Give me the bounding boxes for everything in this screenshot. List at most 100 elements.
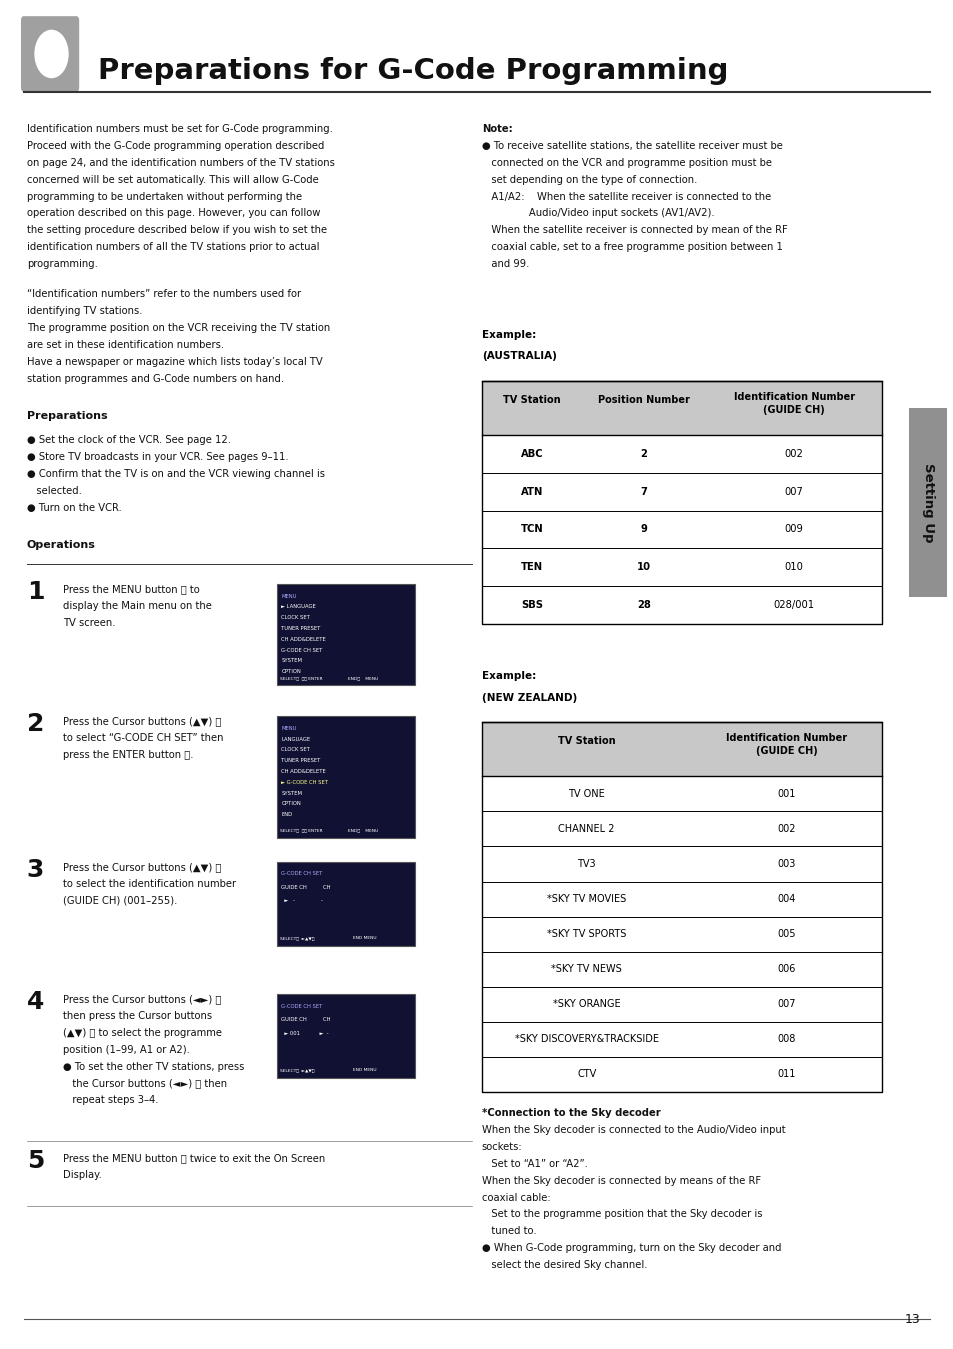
Text: When the Sky decoder is connected to the Audio/Video input: When the Sky decoder is connected to the… — [481, 1125, 784, 1135]
Text: 005: 005 — [777, 929, 796, 939]
Text: TV Station: TV Station — [558, 737, 615, 746]
Text: TV screen.: TV screen. — [63, 618, 115, 627]
Text: ► LANGUAGE: ► LANGUAGE — [281, 604, 315, 610]
Text: Press the Cursor buttons (◄►) Ⓐ: Press the Cursor buttons (◄►) Ⓐ — [63, 994, 221, 1004]
Text: *SKY ORANGE: *SKY ORANGE — [553, 1000, 619, 1009]
Text: selected.: selected. — [27, 486, 82, 495]
Text: ● When G-Code programming, turn on the Sky decoder and: ● When G-Code programming, turn on the S… — [481, 1244, 781, 1253]
Text: *SKY TV SPORTS: *SKY TV SPORTS — [546, 929, 626, 939]
Text: 2: 2 — [27, 712, 44, 737]
Text: Note:: Note: — [481, 124, 512, 134]
Text: GUIDE CH          CH: GUIDE CH CH — [281, 1017, 331, 1023]
Text: Preparations for G-Code Programming: Preparations for G-Code Programming — [98, 58, 728, 85]
Text: ● Store TV broadcasts in your VCR. See pages 9–11.: ● Store TV broadcasts in your VCR. See p… — [27, 452, 288, 461]
Text: ● To receive satellite stations, the satellite receiver must be: ● To receive satellite stations, the sat… — [481, 140, 781, 151]
Text: position (1–99, A1 or A2).: position (1–99, A1 or A2). — [63, 1045, 190, 1055]
Text: END MENU: END MENU — [353, 936, 376, 940]
Text: 7: 7 — [639, 487, 647, 496]
Text: and 99.: and 99. — [481, 259, 529, 268]
Text: Display.: Display. — [63, 1171, 102, 1180]
Text: TV Station: TV Station — [502, 395, 560, 405]
Text: ► 001            ►  -: ► 001 ► - — [281, 1031, 329, 1036]
Text: to select the identification number: to select the identification number — [63, 880, 235, 889]
Text: CH ADD&DELETE: CH ADD&DELETE — [281, 637, 326, 642]
Bar — [481, 723, 882, 777]
Text: concerned will be set automatically. This will allow G-Code: concerned will be set automatically. Thi… — [27, 175, 318, 185]
Text: TUNER PRESET: TUNER PRESET — [281, 758, 320, 764]
Text: then press the Cursor buttons: then press the Cursor buttons — [63, 1012, 212, 1021]
Text: Have a newspaper or magazine which lists today’s local TV: Have a newspaper or magazine which lists… — [27, 357, 322, 367]
Text: Press the Cursor buttons (▲▼) Ⓐ: Press the Cursor buttons (▲▼) Ⓐ — [63, 862, 221, 871]
Text: to select “G-CODE CH SET” then: to select “G-CODE CH SET” then — [63, 734, 223, 743]
Text: 004: 004 — [777, 894, 796, 904]
Text: station programmes and G-Code numbers on hand.: station programmes and G-Code numbers on… — [27, 374, 284, 383]
Text: G-CODE CH SET: G-CODE CH SET — [281, 648, 322, 653]
Text: Proceed with the G-Code programming operation described: Proceed with the G-Code programming oper… — [27, 140, 324, 151]
Text: A1/A2:    When the satellite receiver is connected to the: A1/A2: When the satellite receiver is co… — [481, 192, 770, 201]
Text: When the Sky decoder is connected by means of the RF: When the Sky decoder is connected by mea… — [481, 1176, 760, 1186]
Text: 002: 002 — [784, 449, 802, 459]
Text: ● Set the clock of the VCR. See page 12.: ● Set the clock of the VCR. See page 12. — [27, 436, 231, 445]
Text: GUIDE CH          CH: GUIDE CH CH — [281, 885, 331, 890]
Text: Identification Number
(GUIDE CH): Identification Number (GUIDE CH) — [726, 734, 846, 757]
Text: display the Main menu on the: display the Main menu on the — [63, 602, 212, 611]
Text: ● Confirm that the TV is on and the VCR viewing channel is: ● Confirm that the TV is on and the VCR … — [27, 469, 324, 479]
Text: OPTION: OPTION — [281, 669, 301, 674]
Text: 5: 5 — [27, 1149, 44, 1174]
Text: ENDⓂ    MENU: ENDⓂ MENU — [348, 676, 378, 680]
Text: press the ENTER button Ⓑ.: press the ENTER button Ⓑ. — [63, 750, 193, 759]
Text: coaxial cable, set to a free programme position between 1: coaxial cable, set to a free programme p… — [481, 243, 781, 252]
Text: 13: 13 — [903, 1313, 920, 1326]
Text: TEN: TEN — [520, 563, 542, 572]
Text: on page 24, and the identification numbers of the TV stations: on page 24, and the identification numbe… — [27, 158, 335, 167]
Text: SELECTⓂ  ►▲▼Ⓟ: SELECTⓂ ►▲▼Ⓟ — [279, 1068, 314, 1072]
Text: *SKY DISCOVERY&TRACKSIDE: *SKY DISCOVERY&TRACKSIDE — [515, 1035, 658, 1044]
Text: SELECTⓂ  ⓅⓅ ENTER: SELECTⓂ ⓅⓅ ENTER — [279, 828, 322, 832]
Text: 010: 010 — [784, 563, 802, 572]
Text: Audio/Video input sockets (AV1/AV2).: Audio/Video input sockets (AV1/AV2). — [481, 208, 714, 219]
Text: 009: 009 — [784, 525, 802, 534]
Text: (NEW ZEALAND): (NEW ZEALAND) — [481, 693, 577, 703]
Text: CLOCK SET: CLOCK SET — [281, 747, 310, 753]
Text: “Identification numbers” refer to the numbers used for: “Identification numbers” refer to the nu… — [27, 290, 300, 299]
Text: Set to “A1” or “A2”.: Set to “A1” or “A2”. — [481, 1159, 587, 1168]
Text: operation described on this page. However, you can follow: operation described on this page. Howeve… — [27, 208, 320, 219]
Text: 4: 4 — [27, 990, 44, 1014]
Text: MENU: MENU — [281, 726, 296, 731]
Text: END MENU: END MENU — [353, 1068, 376, 1072]
Text: TV3: TV3 — [577, 859, 596, 869]
Text: LANGUAGE: LANGUAGE — [281, 737, 311, 742]
Text: CH ADD&DELETE: CH ADD&DELETE — [281, 769, 326, 774]
Text: set depending on the type of connection.: set depending on the type of connection. — [481, 175, 697, 185]
Text: SELECTⓂ  ⓅⓅ ENTER: SELECTⓂ ⓅⓅ ENTER — [279, 676, 322, 680]
Text: 001: 001 — [777, 789, 796, 799]
Text: (AUSTRALIA): (AUSTRALIA) — [481, 352, 556, 362]
Text: ►   -                -: ► - - — [281, 898, 323, 904]
Text: 28: 28 — [637, 600, 650, 610]
Text: the setting procedure described below if you wish to set the: the setting procedure described below if… — [27, 225, 327, 235]
Text: *Connection to the Sky decoder: *Connection to the Sky decoder — [481, 1109, 659, 1118]
Text: Setting Up: Setting Up — [921, 463, 934, 542]
Text: Operations: Operations — [27, 540, 95, 549]
Text: Example:: Example: — [481, 331, 536, 340]
Text: 011: 011 — [777, 1070, 796, 1079]
Text: TCN: TCN — [520, 525, 542, 534]
Text: END: END — [281, 812, 293, 817]
Bar — [481, 382, 882, 436]
Text: programming to be undertaken without performing the: programming to be undertaken without per… — [27, 192, 301, 201]
Text: ● Turn on the VCR.: ● Turn on the VCR. — [27, 503, 121, 513]
Text: Preparations: Preparations — [27, 411, 108, 421]
Text: 006: 006 — [777, 965, 796, 974]
Text: MENU: MENU — [281, 594, 296, 599]
Text: ► G-CODE CH SET: ► G-CODE CH SET — [281, 780, 328, 785]
Text: 1: 1 — [27, 580, 44, 604]
Text: Identification numbers must be set for G-Code programming.: Identification numbers must be set for G… — [27, 124, 333, 134]
Bar — [276, 716, 415, 838]
Text: 10: 10 — [637, 563, 650, 572]
Text: 007: 007 — [784, 487, 802, 496]
Text: (▲▼) Ⓐ to select the programme: (▲▼) Ⓐ to select the programme — [63, 1028, 222, 1037]
Text: *SKY TV NEWS: *SKY TV NEWS — [551, 965, 621, 974]
Text: Set to the programme position that the Sky decoder is: Set to the programme position that the S… — [481, 1210, 761, 1219]
Text: the Cursor buttons (◄►) Ⓐ then: the Cursor buttons (◄►) Ⓐ then — [63, 1079, 227, 1089]
Text: are set in these identification numbers.: are set in these identification numbers. — [27, 340, 224, 349]
